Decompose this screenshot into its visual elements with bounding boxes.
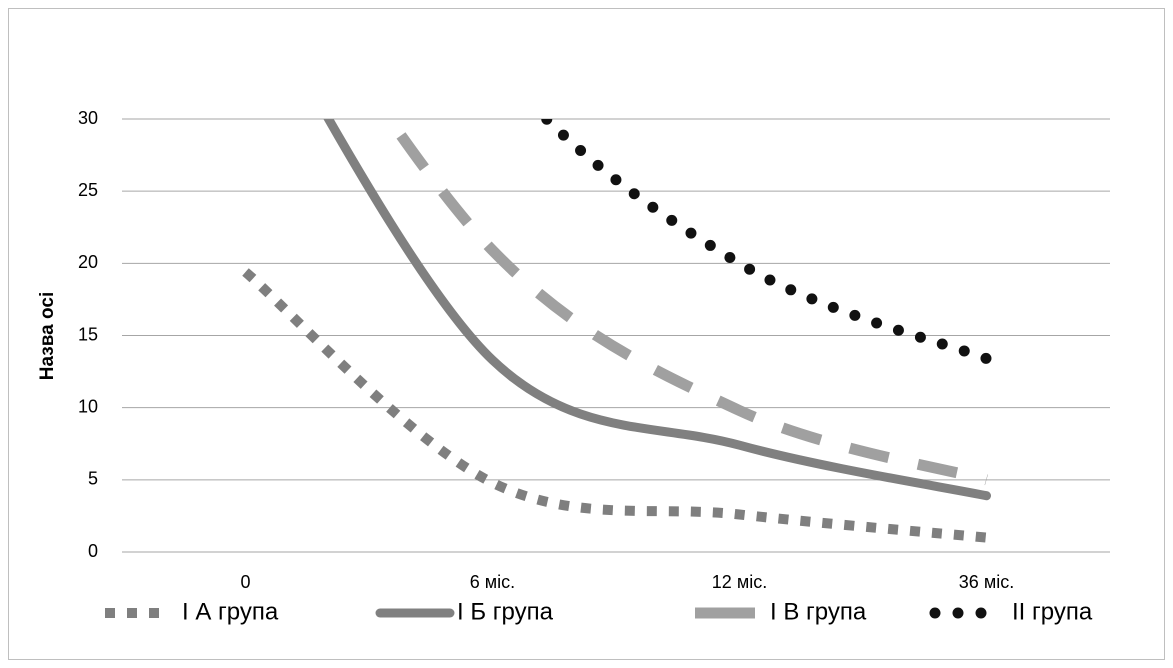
- legend-label: ІІ група: [1012, 598, 1093, 625]
- y-tick-label: 5: [88, 469, 98, 489]
- y-tick-label: 15: [78, 324, 98, 344]
- series-line: [538, 119, 992, 365]
- legend-label: І В група: [770, 598, 867, 625]
- y-tick-label: 10: [78, 396, 98, 416]
- y-tick-label: 30: [78, 108, 98, 128]
- x-tick-label: 12 міс.: [712, 572, 767, 592]
- series-line: [323, 119, 991, 501]
- legend-label: І Б група: [457, 598, 554, 625]
- y-axis-title: Назва осі: [37, 292, 58, 380]
- x-tick-label: 6 міс.: [470, 572, 515, 592]
- chart-frame: [8, 8, 1165, 660]
- series-line: [242, 268, 987, 543]
- legend-label: І А група: [182, 598, 279, 625]
- series-line: [382, 119, 988, 486]
- x-tick-label: 0: [240, 572, 250, 592]
- plot-area: [242, 119, 992, 543]
- x-tick-label: 36 міс.: [959, 572, 1014, 592]
- y-tick-label: 25: [78, 180, 98, 200]
- y-tick-label: 20: [78, 252, 98, 272]
- y-tick-label: 0: [88, 541, 98, 561]
